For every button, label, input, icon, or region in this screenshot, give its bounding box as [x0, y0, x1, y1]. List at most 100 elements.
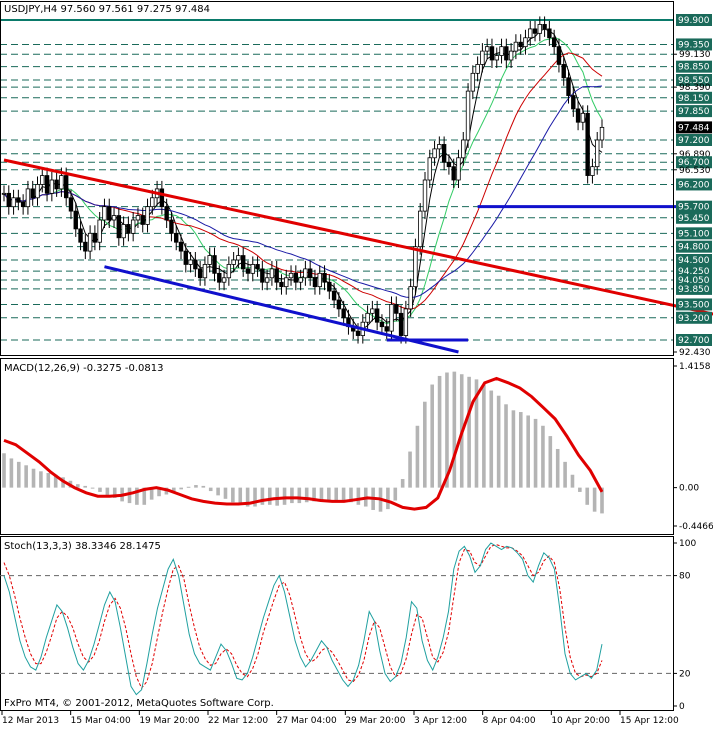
candle-body [600, 127, 604, 140]
price-axis-label: 96.530 [679, 166, 711, 176]
macd-histogram-bar [283, 488, 287, 505]
candle-body [299, 278, 303, 282]
price-axis-label: 92.430 [679, 348, 711, 358]
candle-body [595, 140, 599, 167]
candle-body [423, 180, 427, 211]
macd-histogram-bar [549, 436, 553, 488]
candle-body [40, 176, 44, 185]
main-header: USDJPY,H4 97.560 97.561 97.275 97.484 [4, 4, 210, 15]
candle-body [64, 176, 68, 198]
candle-body [433, 149, 437, 158]
candle-body [2, 193, 6, 194]
candle-body [227, 264, 231, 277]
candle-body [165, 207, 169, 220]
candle-body [294, 273, 298, 282]
macd-axis-label: 1.4158 [679, 362, 711, 372]
candle-body [586, 113, 590, 175]
candle-body [509, 51, 513, 60]
macd-histogram-bar [91, 488, 95, 489]
price-axis-label: 99.350 [678, 40, 710, 50]
candle-body [179, 242, 183, 251]
candle-body [394, 304, 398, 313]
macd-histogram-bar [342, 488, 346, 501]
macd-histogram-bar [268, 488, 272, 505]
stoch-axis-label: 100 [679, 539, 696, 549]
candle-body [332, 291, 336, 300]
candle-body [528, 29, 532, 38]
candle-body [485, 47, 489, 51]
candle-body [313, 278, 317, 287]
macd-axis-label: -0.4466 [679, 522, 713, 532]
candle-body [98, 220, 102, 242]
candle-body [466, 91, 470, 140]
price-axis-label: 97.850 [678, 107, 710, 117]
time-axis-label: 8 Apr 04:00 [483, 716, 536, 726]
candle-body [79, 229, 83, 242]
candle-body [117, 216, 121, 238]
candle-body [538, 24, 542, 33]
candle-body [524, 38, 528, 47]
candle-body [246, 269, 250, 273]
candle-body [93, 233, 97, 242]
price-axis-label: 99.130 [679, 50, 711, 60]
price-axis-label: 93.500 [678, 300, 710, 310]
candle-body [404, 309, 408, 336]
candle-body [366, 313, 370, 322]
macd-histogram-bar [187, 487, 191, 488]
candle-body [447, 162, 451, 166]
candle-body [50, 180, 54, 193]
macd-axis-label: 0.00 [679, 484, 699, 494]
candle-body [208, 256, 212, 265]
price-axis-label: 92.700 [678, 336, 710, 346]
candle-body [232, 260, 236, 264]
macd-histogram-bar [275, 488, 279, 506]
price-axis-label: 93.200 [678, 314, 710, 324]
price-axis-label: 94.500 [678, 256, 710, 266]
macd-histogram-bar [526, 415, 530, 487]
macd-histogram-bar [408, 452, 412, 488]
candle-body [471, 73, 475, 91]
price-axis-label: 98.150 [678, 94, 710, 104]
candle-body [256, 264, 260, 268]
macd-histogram-bar [541, 426, 545, 488]
candle-body [505, 47, 509, 60]
time-axis-label: 22 Mar 12:00 [208, 716, 268, 726]
candle-body [131, 220, 135, 233]
macd-histogram-bar [416, 426, 420, 488]
macd-histogram-bar [298, 488, 302, 503]
candle-body [112, 216, 116, 220]
macd-histogram-bar [209, 488, 213, 491]
macd-histogram-bar [467, 377, 471, 488]
candle-body [375, 309, 379, 322]
macd-histogram-bar [202, 486, 206, 488]
stoch-header: Stoch(13,3,3) 38.3346 28.1475 [4, 541, 161, 552]
macd-histogram-bar [393, 488, 397, 501]
macd-histogram-bar [556, 449, 560, 488]
macd-histogram-bar [423, 402, 427, 488]
candle-body [17, 198, 21, 202]
candle-body [69, 198, 73, 211]
candle-body [280, 282, 284, 286]
candle-body [284, 278, 288, 287]
candle-body [84, 242, 88, 251]
candle-body [552, 38, 556, 47]
macd-histogram-bar [593, 488, 597, 512]
candle-body [452, 167, 456, 180]
stoch-d-line [4, 545, 602, 689]
candle-body [328, 282, 332, 291]
time-axis-label: 27 Mar 04:00 [277, 716, 337, 726]
macd-histogram-bar [578, 488, 582, 492]
macd-histogram-bar [453, 372, 457, 488]
candle-body [500, 47, 504, 56]
candle-body [356, 331, 360, 335]
stoch-axis-label: 0 [679, 702, 685, 712]
main-panel: USDJPY,H4 97.560 97.561 97.275 97.484 99… [0, 2, 713, 359]
macd-histogram-bar [39, 471, 43, 487]
candle-body [414, 247, 418, 287]
candle-body [318, 273, 322, 286]
current-price-label: 97.484 [678, 123, 710, 133]
candle-body [36, 184, 40, 197]
